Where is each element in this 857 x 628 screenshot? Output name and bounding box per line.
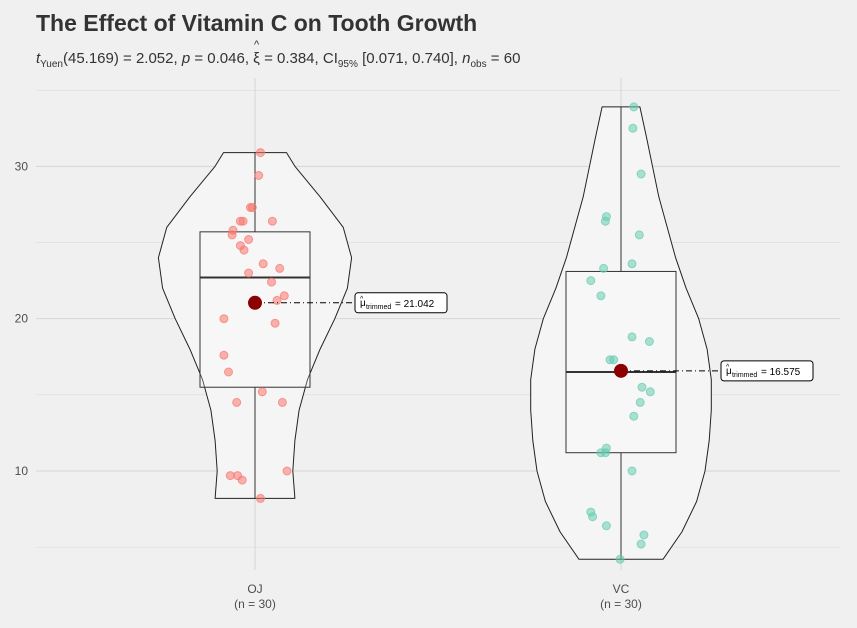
ci-subscript: 95%	[337, 59, 358, 70]
effect-size-value: = 0.384,	[264, 50, 319, 67]
x-tick-label: OJ	[247, 582, 262, 596]
data-point	[636, 169, 646, 179]
x-sample-size-label: (n = 30)	[600, 597, 642, 611]
effect-size-symbol: ξ	[253, 39, 260, 67]
data-point	[277, 397, 287, 407]
data-point	[275, 263, 285, 273]
data-point	[282, 466, 292, 476]
data-point	[627, 332, 637, 342]
data-point	[237, 475, 247, 485]
mean-label-box	[720, 360, 814, 382]
n-value: = 60	[490, 50, 521, 67]
mean-label-hat: ^	[360, 296, 364, 303]
data-point	[609, 355, 619, 365]
data-point	[219, 350, 229, 360]
mean-label-box	[354, 292, 448, 314]
data-point	[627, 466, 637, 476]
chart-title: The Effect of Vitamin C on Tooth Growth	[36, 10, 478, 36]
data-point	[219, 314, 229, 324]
p-label: p	[181, 50, 191, 67]
data-point	[256, 493, 265, 503]
t-df: (45.169)	[62, 50, 119, 67]
data-point	[601, 521, 611, 531]
data-point	[238, 216, 248, 226]
data-point	[256, 148, 265, 158]
y-tick-label: 30	[15, 159, 29, 173]
data-point	[637, 382, 647, 392]
data-point	[639, 530, 649, 540]
data-point	[244, 268, 254, 278]
data-point	[628, 123, 638, 133]
mean-label-subscript: trimmed	[366, 304, 391, 311]
data-point	[600, 448, 610, 458]
n-label: n	[462, 50, 471, 67]
data-point	[636, 539, 646, 549]
data-point	[634, 230, 644, 240]
data-point	[247, 203, 257, 212]
x-sample-size-label: (n = 30)	[234, 597, 276, 611]
data-point	[270, 318, 280, 328]
mean-label-mu: μ	[360, 298, 366, 309]
ci-label: CI	[322, 50, 338, 67]
data-point	[267, 277, 276, 287]
data-point	[267, 216, 277, 226]
data-point	[629, 411, 639, 421]
x-tick-label: VC	[613, 582, 630, 596]
data-point	[232, 397, 242, 407]
group-oj: μ^trimmed = 21.042 OJ(n = 30)	[157, 148, 448, 611]
y-tick-label: 20	[15, 312, 29, 326]
gridlines	[36, 78, 840, 570]
trimmed-mean-point	[248, 295, 262, 310]
data-point	[224, 367, 233, 377]
t-subscript: Yuen	[40, 59, 63, 70]
group-vc: μ^trimmed = 16.575 VC(n = 30)	[530, 102, 814, 611]
data-point	[629, 102, 639, 112]
chart-subtitle: tYuen(45.169) = 2.052, p = 0.046, ξ = 0.…	[36, 39, 521, 70]
data-point	[272, 295, 282, 305]
violin-oj	[157, 152, 353, 499]
mean-label-hat: ^	[726, 364, 730, 371]
p-value: = 0.046,	[194, 50, 249, 67]
ci-value: [0.071, 0.740],	[362, 50, 458, 67]
data-point	[258, 259, 268, 269]
data-point	[257, 387, 267, 397]
t-label: t	[36, 50, 41, 67]
mean-label-value: = 21.042	[395, 299, 435, 310]
data-point	[644, 337, 654, 346]
data-point	[239, 245, 249, 255]
mean-label-subscript: trimmed	[732, 372, 757, 379]
data-point	[279, 291, 289, 301]
data-point	[645, 387, 655, 397]
data-point	[586, 276, 596, 286]
data-point	[244, 235, 254, 244]
mean-label-value: = 16.575	[761, 367, 801, 378]
data-point	[615, 554, 625, 564]
trimmed-mean-point	[614, 363, 628, 378]
data-point	[627, 259, 637, 269]
data-point	[227, 230, 237, 240]
t-value: = 2.052,	[123, 50, 178, 67]
n-subscript: obs	[470, 59, 487, 70]
y-tick-label: 10	[15, 464, 29, 478]
box-vc	[565, 270, 677, 454]
mean-label-mu: μ	[726, 366, 732, 377]
data-point	[254, 171, 264, 180]
violin-vc	[530, 106, 712, 560]
data-point	[600, 216, 610, 226]
data-point	[635, 397, 645, 407]
data-point	[599, 263, 609, 273]
data-point	[588, 512, 598, 522]
data-point	[596, 291, 606, 301]
